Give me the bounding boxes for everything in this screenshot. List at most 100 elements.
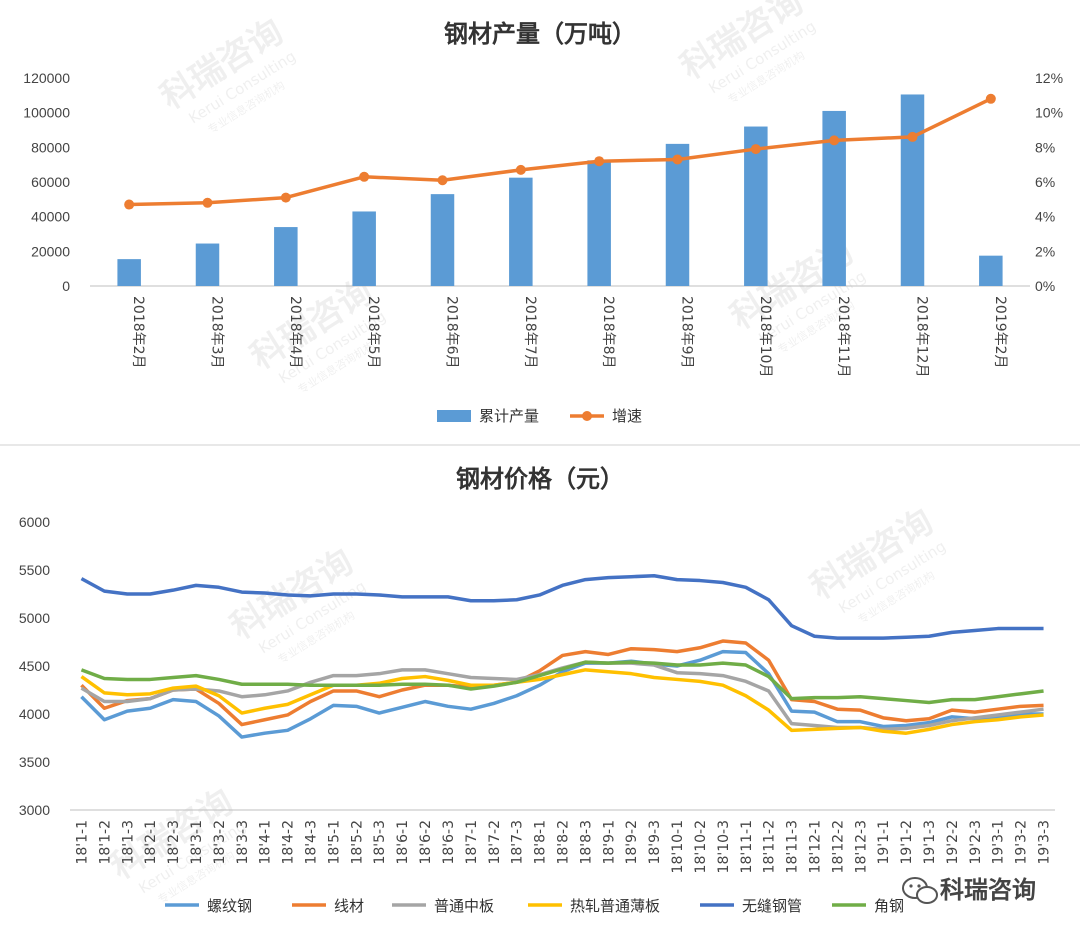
x-tick-label: 2018年10月	[757, 296, 773, 377]
x-tick-label: 18'2-1	[143, 820, 159, 865]
brand-logo: 科瑞咨询	[902, 876, 1036, 904]
y2-tick-label: 8%	[1035, 139, 1055, 155]
bar	[117, 259, 141, 286]
wechat-icon	[902, 877, 938, 904]
y2-tick-label: 6%	[1035, 174, 1055, 190]
x-tick-label: 18'2-3	[166, 820, 182, 865]
price-chart: 钢材价格（元） 3000 3500 4000 4500 5000 5500 6000 18'…	[19, 465, 1055, 915]
legend-label: 螺纹钢	[207, 897, 252, 915]
x-tick-label: 18'3-2	[212, 820, 228, 865]
y-tick-label: 4500	[19, 658, 50, 674]
price-series-line	[80, 639, 1044, 727]
x-tick-label: 18'7-2	[487, 820, 503, 865]
x-tick-label: 2018年11月	[835, 296, 851, 377]
bar	[195, 243, 220, 286]
growth-point	[594, 156, 605, 167]
x-tick-label: 2018年3月	[209, 296, 225, 369]
x-tick-label: 2018年4月	[287, 296, 303, 369]
x-tick-label: 18'7-3	[510, 820, 526, 865]
x-tick-label: 18'11-3	[785, 820, 801, 873]
bar	[665, 143, 690, 286]
bar	[744, 126, 768, 287]
x-tick-label: 18'7-1	[464, 820, 480, 865]
legend-swatch-marker	[582, 411, 592, 421]
x-tick-label: 2019年2月	[992, 296, 1008, 369]
brand-label: 科瑞咨询	[940, 876, 1036, 904]
y-tick-label: 6000	[19, 514, 50, 530]
bar	[822, 110, 846, 286]
price-series-line	[80, 668, 1044, 735]
legend-label: 增速	[612, 407, 642, 425]
growth-point	[985, 93, 996, 104]
chart-title: 钢材产量（万吨）	[444, 20, 636, 48]
bar	[352, 211, 376, 286]
x-tick-label: 18'4-3	[304, 820, 320, 865]
x-tick-label: 19'2-3	[968, 820, 984, 865]
y-tick-label: 5500	[19, 562, 50, 578]
growth-point	[359, 171, 370, 182]
growth-point	[515, 164, 526, 175]
x-tick-label: 18'11-2	[762, 820, 778, 873]
y-tick-label: 5000	[19, 610, 50, 626]
x-tick-label: 18'6-3	[441, 820, 457, 865]
growth-point	[672, 154, 683, 165]
x-tick-label: 2018年12月	[914, 296, 930, 377]
chart-title: 钢材价格（元）	[456, 465, 624, 493]
x-tick-label: 18'3-3	[235, 820, 251, 865]
x-tick-label: 18'1-3	[120, 820, 136, 865]
x-tick-label: 18'12-2	[830, 820, 846, 873]
x-tick-label: 18'4-2	[281, 820, 297, 865]
y2-tick-label: 12%	[1035, 70, 1063, 86]
y-tick-label: 3500	[19, 754, 50, 770]
x-tick-label: 19'3-1	[991, 820, 1007, 865]
x-tick-label: 18'1-1	[74, 820, 90, 865]
x-tick-label: 18'12-3	[853, 820, 869, 873]
legend-label: 累计产量	[479, 407, 539, 425]
x-tick-label: 18'8-2	[556, 820, 572, 865]
price-series-line	[80, 660, 1044, 705]
y-tick-label: 80000	[31, 139, 70, 155]
legend-label: 无缝钢管	[742, 897, 802, 915]
legend-label: 热轧普通薄板	[570, 897, 660, 915]
y-tick-label: 0	[62, 278, 70, 294]
legend-label: 角钢	[874, 897, 904, 915]
x-tick-label: 2018年5月	[365, 296, 381, 369]
bar	[509, 177, 533, 286]
x-tick-label: 18'12-1	[807, 820, 823, 873]
x-tick-label: 19'3-3	[1037, 820, 1053, 865]
x-tick-label: 18'5-2	[349, 820, 365, 865]
y-tick-label: 4000	[19, 706, 50, 722]
x-tick-label: 2018年8月	[600, 296, 616, 369]
y-tick-label: 40000	[31, 209, 70, 225]
x-tick-label: 2018年2月	[130, 296, 146, 369]
x-tick-label: 18'8-1	[533, 820, 549, 865]
x-tick-label: 18'6-1	[395, 820, 411, 865]
y-tick-label: 100000	[23, 105, 70, 121]
bar	[274, 227, 298, 286]
x-tick-label: 18'10-2	[693, 820, 709, 873]
growth-point	[437, 175, 448, 186]
y2-tick-label: 2%	[1035, 243, 1055, 259]
bar	[900, 94, 925, 286]
y2-tick-label: 0%	[1035, 278, 1055, 294]
legend-label: 线材	[334, 897, 364, 915]
x-tick-label: 18'3-1	[189, 820, 205, 865]
x-tick-label: 19'2-2	[945, 820, 961, 865]
x-tick-label: 18'10-3	[716, 820, 732, 873]
bar	[979, 255, 1003, 286]
x-tick-label: 18'9-1	[601, 820, 617, 865]
y2-tick-label: 10%	[1035, 105, 1063, 121]
y2-tick-label: 4%	[1035, 209, 1055, 225]
x-tick-label: 18'5-1	[326, 820, 342, 865]
x-tick-label: 18'6-2	[418, 820, 434, 865]
x-tick-label: 19'1-3	[922, 820, 938, 865]
legend-swatch-bar	[437, 410, 471, 422]
bar	[587, 160, 611, 286]
x-tick-label: 19'1-2	[899, 820, 915, 865]
x-tick-label: 19'3-2	[1014, 820, 1030, 865]
